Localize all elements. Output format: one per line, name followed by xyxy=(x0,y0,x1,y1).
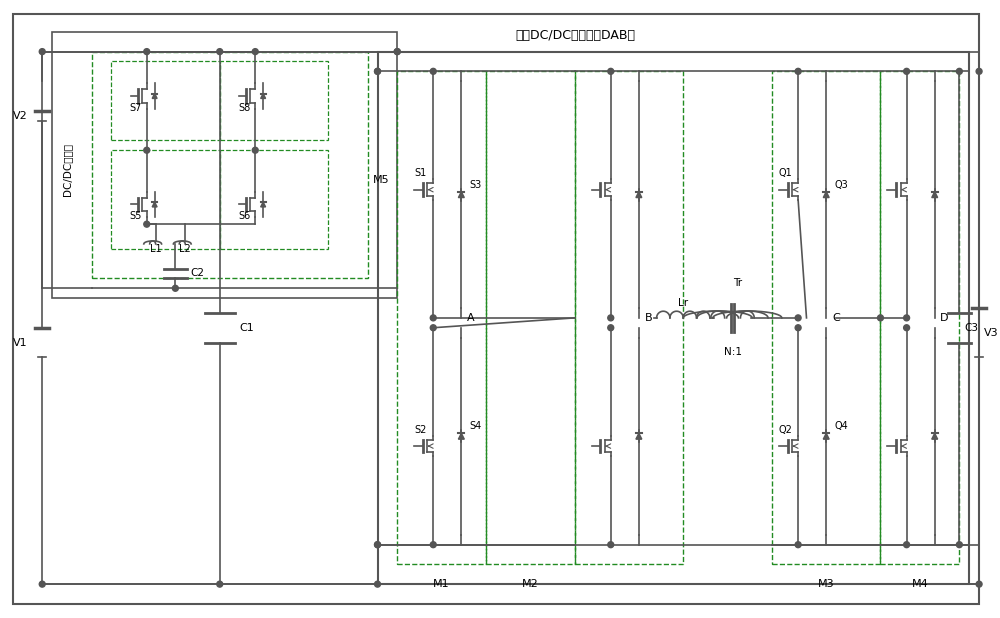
Text: A: A xyxy=(467,313,475,323)
Text: C3: C3 xyxy=(964,323,978,332)
Text: C1: C1 xyxy=(239,323,254,332)
Circle shape xyxy=(375,581,380,587)
Text: N:1: N:1 xyxy=(724,347,742,357)
Polygon shape xyxy=(458,192,464,198)
Circle shape xyxy=(795,315,801,321)
Circle shape xyxy=(904,542,910,548)
Text: Q4: Q4 xyxy=(834,421,848,431)
Text: L2: L2 xyxy=(179,244,191,254)
Circle shape xyxy=(217,49,223,54)
Text: S7: S7 xyxy=(130,103,142,112)
Bar xyxy=(111,61,220,140)
Polygon shape xyxy=(636,433,642,439)
Polygon shape xyxy=(261,93,266,98)
Text: M2: M2 xyxy=(522,579,539,589)
Circle shape xyxy=(217,581,223,587)
Circle shape xyxy=(172,286,178,291)
Text: V2: V2 xyxy=(13,111,27,121)
Text: DC/DC变换器: DC/DC变换器 xyxy=(62,143,72,197)
Text: C2: C2 xyxy=(190,268,204,279)
Text: Tr: Tr xyxy=(733,278,742,288)
Text: V1: V1 xyxy=(13,337,27,347)
Circle shape xyxy=(252,49,258,54)
Text: M3: M3 xyxy=(818,579,835,589)
Circle shape xyxy=(976,69,982,74)
Circle shape xyxy=(252,147,258,153)
Circle shape xyxy=(394,49,400,54)
Circle shape xyxy=(956,542,962,548)
Circle shape xyxy=(976,581,982,587)
Polygon shape xyxy=(152,202,157,207)
Circle shape xyxy=(375,542,380,548)
Circle shape xyxy=(608,542,614,548)
Circle shape xyxy=(608,69,614,74)
Text: S1: S1 xyxy=(414,168,427,178)
Bar xyxy=(220,61,328,140)
Circle shape xyxy=(375,542,380,548)
Polygon shape xyxy=(458,433,464,439)
Circle shape xyxy=(904,315,910,321)
Circle shape xyxy=(144,49,150,54)
Text: L1: L1 xyxy=(150,244,161,254)
Text: M4: M4 xyxy=(912,579,928,589)
Text: S3: S3 xyxy=(469,180,481,190)
Bar xyxy=(486,71,575,564)
Text: Q2: Q2 xyxy=(778,425,792,434)
Circle shape xyxy=(956,69,962,74)
Circle shape xyxy=(375,69,380,74)
Polygon shape xyxy=(152,93,157,98)
Circle shape xyxy=(795,542,801,548)
Text: S5: S5 xyxy=(130,211,142,221)
Text: 隔离DC/DC变换器（DAB）: 隔离DC/DC变换器（DAB） xyxy=(516,29,636,42)
Text: M5: M5 xyxy=(373,175,389,185)
Circle shape xyxy=(394,49,400,54)
Circle shape xyxy=(795,69,801,74)
Text: S2: S2 xyxy=(414,425,427,434)
Circle shape xyxy=(795,325,801,331)
Circle shape xyxy=(904,325,910,331)
Bar xyxy=(772,71,880,564)
Text: S4: S4 xyxy=(469,421,481,431)
Circle shape xyxy=(608,325,614,331)
Bar xyxy=(52,32,397,298)
Polygon shape xyxy=(823,433,829,439)
Text: M1: M1 xyxy=(433,579,450,589)
Polygon shape xyxy=(823,192,829,198)
Polygon shape xyxy=(636,192,642,198)
Bar xyxy=(220,150,328,249)
Text: D: D xyxy=(940,313,949,323)
Text: V3: V3 xyxy=(984,328,999,337)
Bar xyxy=(378,52,969,584)
Bar xyxy=(575,71,683,564)
Polygon shape xyxy=(261,202,266,207)
Circle shape xyxy=(904,69,910,74)
Bar xyxy=(880,71,959,564)
Bar xyxy=(397,71,486,564)
Text: Lr: Lr xyxy=(678,298,688,308)
Circle shape xyxy=(878,315,883,321)
Text: S8: S8 xyxy=(238,103,251,112)
Polygon shape xyxy=(932,192,938,198)
Bar xyxy=(92,52,368,279)
Circle shape xyxy=(144,221,150,227)
Text: S6: S6 xyxy=(238,211,251,221)
Circle shape xyxy=(430,542,436,548)
Text: Q1: Q1 xyxy=(778,168,792,178)
Polygon shape xyxy=(932,433,938,439)
Circle shape xyxy=(39,49,45,54)
Circle shape xyxy=(144,147,150,153)
Bar xyxy=(111,150,220,249)
Circle shape xyxy=(39,581,45,587)
Text: Q3: Q3 xyxy=(834,180,848,190)
Text: C: C xyxy=(832,313,840,323)
Circle shape xyxy=(430,325,436,331)
Circle shape xyxy=(430,315,436,321)
Circle shape xyxy=(375,69,380,74)
Circle shape xyxy=(608,315,614,321)
Circle shape xyxy=(430,69,436,74)
Text: B: B xyxy=(645,313,653,323)
